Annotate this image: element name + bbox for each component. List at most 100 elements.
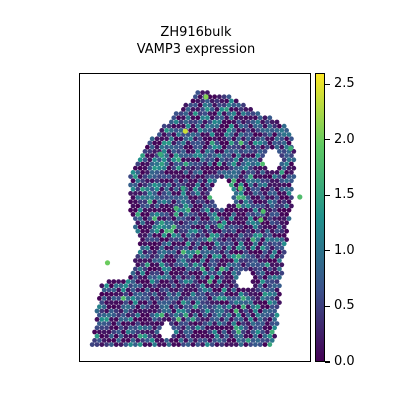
- spot: [109, 342, 114, 347]
- spot: [173, 245, 179, 251]
- spot: [149, 237, 155, 243]
- spot: [154, 312, 160, 318]
- spot: [193, 128, 198, 133]
- spot: [190, 132, 196, 137]
- spot: [255, 144, 261, 150]
- spot: [200, 224, 205, 230]
- spot: [255, 212, 261, 217]
- spot: [145, 245, 150, 251]
- spot: [147, 333, 153, 339]
- spot: [113, 317, 119, 322]
- spot: [284, 161, 289, 167]
- spot: [202, 170, 208, 175]
- spot: [149, 287, 155, 293]
- spot: [209, 199, 215, 205]
- spot: [130, 178, 136, 184]
- spot: [128, 174, 133, 179]
- spot: [164, 128, 169, 133]
- spot: [253, 149, 258, 154]
- spot: [260, 128, 265, 133]
- spot: [236, 262, 242, 268]
- spot: [140, 170, 145, 175]
- spot: [171, 249, 177, 255]
- spot: [99, 317, 105, 322]
- spot: [205, 333, 210, 339]
- spot: [289, 136, 294, 142]
- spot: [289, 203, 294, 209]
- spot: [267, 300, 273, 305]
- spot: [257, 233, 263, 238]
- spot: [238, 224, 244, 230]
- spot: [157, 317, 162, 322]
- spot: [130, 321, 136, 326]
- spot: [214, 308, 220, 314]
- spot: [231, 203, 237, 209]
- spot: [269, 119, 275, 125]
- spot: [111, 338, 117, 343]
- spot: [205, 207, 210, 213]
- spot: [135, 296, 141, 301]
- spot: [200, 325, 205, 331]
- spot: [197, 195, 203, 200]
- spot: [229, 132, 234, 137]
- spot: [241, 212, 246, 217]
- spot: [154, 287, 160, 293]
- spot: [205, 98, 210, 104]
- spot: [183, 153, 189, 158]
- spot: [245, 237, 251, 243]
- spot: [231, 119, 237, 125]
- spot: [231, 304, 237, 310]
- spot: [137, 308, 143, 314]
- spot: [260, 153, 265, 158]
- spot: [188, 270, 193, 276]
- spot: [241, 228, 246, 234]
- spot: [161, 342, 167, 347]
- spot: [202, 245, 208, 251]
- spot: [171, 258, 177, 263]
- spot: [212, 296, 218, 301]
- spot: [221, 270, 227, 276]
- spot: [181, 317, 186, 322]
- spot: [202, 203, 208, 209]
- spot: [130, 212, 136, 217]
- spot: [169, 170, 174, 175]
- spot: [145, 321, 150, 326]
- spot: [104, 300, 109, 305]
- spot: [214, 241, 220, 247]
- spot: [149, 203, 155, 209]
- spot: [161, 224, 167, 230]
- spot: [200, 165, 205, 171]
- spot: [262, 199, 268, 205]
- spot: [193, 329, 198, 335]
- spot: [226, 136, 232, 142]
- spot: [279, 262, 285, 268]
- spot: [149, 161, 155, 167]
- spot: [164, 287, 169, 293]
- spot: [152, 317, 157, 322]
- spot: [157, 266, 162, 272]
- spot: [272, 333, 277, 339]
- spot: [171, 123, 177, 129]
- spot: [236, 178, 242, 184]
- spot: [140, 245, 145, 251]
- spot: [205, 199, 210, 205]
- spot: [185, 149, 191, 154]
- spot: [178, 296, 184, 301]
- spot: [286, 140, 292, 146]
- spot: [159, 279, 165, 284]
- spot: [212, 228, 218, 234]
- spot: [152, 182, 157, 188]
- spot: [188, 237, 193, 243]
- spot: [279, 178, 285, 184]
- spot: [190, 216, 196, 222]
- spot: [181, 342, 186, 347]
- spot: [217, 136, 222, 142]
- spot: [176, 115, 181, 121]
- spot: [137, 191, 143, 196]
- spot: [159, 161, 165, 167]
- spot: [281, 233, 287, 238]
- spot: [207, 254, 213, 259]
- spot: [224, 149, 230, 154]
- spot: [152, 191, 157, 196]
- spot: [241, 312, 246, 318]
